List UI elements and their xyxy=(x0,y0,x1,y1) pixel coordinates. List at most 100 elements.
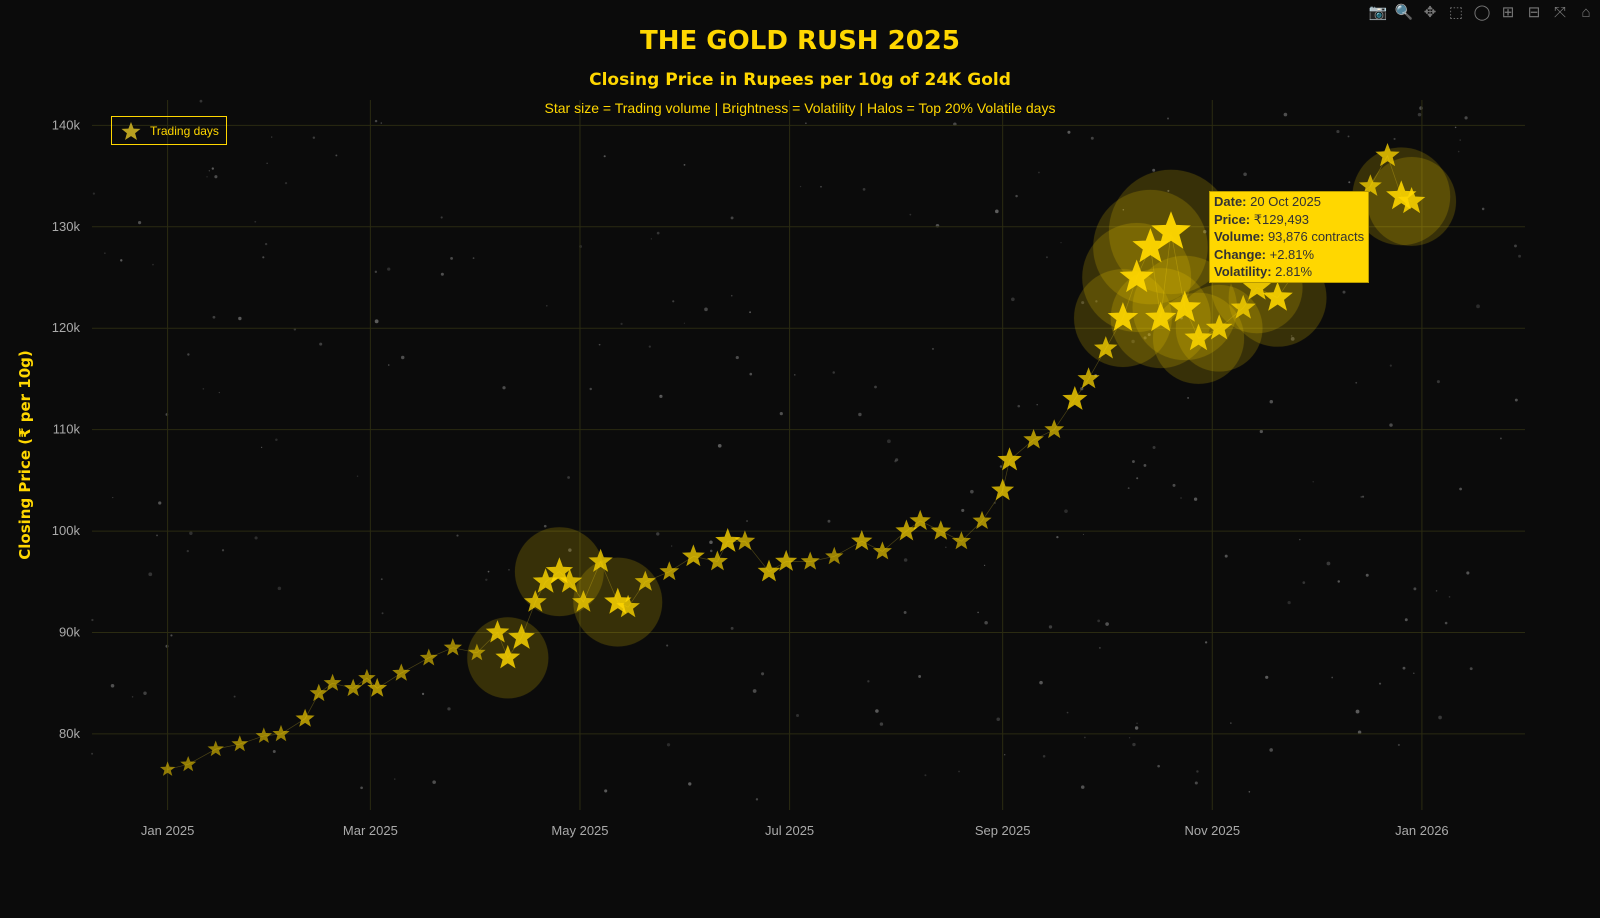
trading-day-star xyxy=(659,561,680,581)
background-star xyxy=(1143,336,1147,340)
trading-day-star xyxy=(1077,367,1100,389)
background-star xyxy=(1393,137,1396,141)
background-star xyxy=(1389,364,1392,367)
background-star xyxy=(400,355,405,360)
background-star xyxy=(1355,709,1360,714)
background-star xyxy=(1417,112,1422,117)
background-star xyxy=(779,412,783,416)
modebar: 📷 🔍 ✥ ⬚ ◯ ⊞ ⊟ ⤧ ⌂ xyxy=(1368,4,1596,22)
background-star xyxy=(1172,483,1176,487)
trading-day-star xyxy=(800,551,820,570)
tooltip-price: ₹129,493 xyxy=(1253,211,1310,227)
background-star xyxy=(1269,748,1273,752)
background-star xyxy=(1143,464,1147,467)
background-star xyxy=(261,446,263,448)
background-star xyxy=(266,162,268,165)
background-star xyxy=(666,644,669,647)
zoom-out-icon[interactable]: ⊟ xyxy=(1527,4,1541,21)
box-select-icon[interactable]: ⬚ xyxy=(1448,4,1464,21)
background-star xyxy=(670,545,673,547)
background-star xyxy=(887,439,891,444)
background-star xyxy=(704,307,708,312)
background-star xyxy=(931,347,934,350)
background-star xyxy=(820,185,822,188)
background-star xyxy=(91,618,94,622)
background-star xyxy=(1402,666,1406,670)
background-star xyxy=(112,496,114,499)
trading-day-star xyxy=(1397,187,1426,214)
background-star xyxy=(717,443,722,448)
background-star xyxy=(202,388,205,390)
background-star xyxy=(903,610,907,614)
background-star xyxy=(1157,764,1160,768)
zoom-icon[interactable]: 🔍 xyxy=(1394,4,1414,21)
y-tick-label: 120k xyxy=(52,320,81,335)
background-star xyxy=(319,342,323,346)
background-star xyxy=(148,572,153,577)
background-star xyxy=(1193,497,1198,501)
zoom-in-icon[interactable]: ⊞ xyxy=(1501,4,1515,21)
background-star xyxy=(589,387,592,391)
background-star xyxy=(1180,497,1182,499)
background-star xyxy=(858,412,862,417)
background-star xyxy=(1269,399,1274,404)
background-star xyxy=(254,220,257,223)
background-star xyxy=(1048,625,1053,629)
background-star xyxy=(143,691,147,695)
background-star xyxy=(1105,622,1109,626)
hover-tooltip: Date: 20 Oct 2025 Price: ₹129,493 Volume… xyxy=(1209,191,1370,283)
background-star xyxy=(456,534,459,537)
background-star xyxy=(284,181,288,185)
background-star xyxy=(277,586,282,591)
trading-day-star xyxy=(909,509,931,530)
background-star xyxy=(1326,561,1331,566)
x-tick-label: Jan 2025 xyxy=(141,823,195,838)
background-star xyxy=(1283,112,1288,117)
background-star xyxy=(1015,194,1018,198)
trading-day-star xyxy=(207,740,224,757)
autoscale-icon[interactable]: ⤧ xyxy=(1553,4,1566,21)
trading-day-star xyxy=(930,520,952,540)
background-star xyxy=(983,564,986,567)
star-icon xyxy=(121,121,141,140)
background-star xyxy=(262,256,265,259)
tooltip-change-label: Change: xyxy=(1214,246,1266,262)
background-star xyxy=(356,475,359,477)
camera-icon[interactable]: 📷 xyxy=(1368,4,1388,21)
background-star xyxy=(1337,580,1341,583)
background-star xyxy=(867,680,870,683)
background-star xyxy=(1066,711,1069,714)
background-star xyxy=(1128,737,1131,739)
background-star xyxy=(1514,398,1518,402)
pan-icon[interactable]: ✥ xyxy=(1423,4,1437,21)
background-star xyxy=(1302,581,1306,584)
background-star xyxy=(1404,618,1408,622)
background-star xyxy=(450,256,453,260)
reset-axes-icon[interactable]: ⌂ xyxy=(1581,4,1591,21)
tooltip-volatility-label: Volatility: xyxy=(1214,264,1272,279)
background-star xyxy=(1152,168,1156,172)
background-star xyxy=(374,270,378,274)
background-star xyxy=(387,267,391,271)
legend[interactable]: Trading days xyxy=(111,116,227,145)
background-star xyxy=(918,675,922,678)
background-star xyxy=(1017,404,1021,408)
background-star xyxy=(221,549,225,552)
background-star xyxy=(186,549,189,553)
background-star xyxy=(958,770,960,773)
background-star xyxy=(1060,242,1062,244)
trading-day-star xyxy=(588,548,613,572)
lasso-icon[interactable]: ◯ xyxy=(1473,4,1491,21)
background-star xyxy=(620,322,623,325)
background-star xyxy=(1097,619,1101,623)
background-star xyxy=(1056,536,1059,539)
background-star xyxy=(730,626,734,630)
trading-day-star xyxy=(1062,386,1088,410)
background-star xyxy=(1136,722,1138,724)
background-star xyxy=(1459,487,1462,491)
x-tick-label: Sep 2025 xyxy=(975,823,1031,838)
tooltip-volatility: 2.81% xyxy=(1275,264,1313,279)
background-star xyxy=(688,782,692,786)
trading-day-star xyxy=(997,447,1022,471)
